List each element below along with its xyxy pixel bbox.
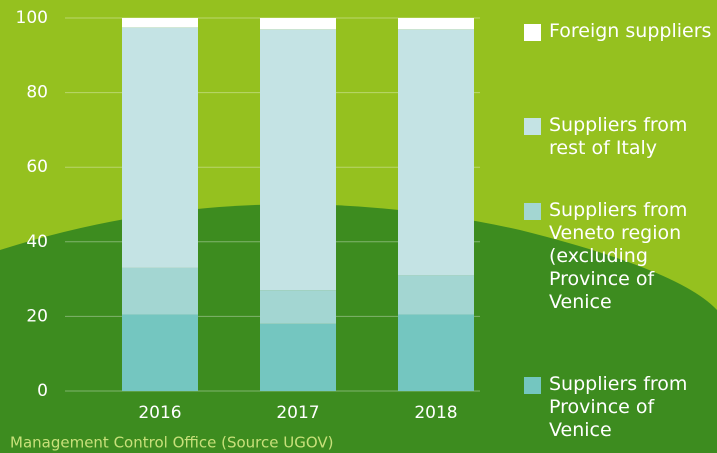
bar-segment xyxy=(122,27,198,268)
bar-segment xyxy=(260,290,336,324)
legend-label: Foreign suppliers xyxy=(549,20,712,42)
legend-swatch xyxy=(524,377,541,394)
bar-segment xyxy=(122,18,198,28)
y-tick-label: 80 xyxy=(26,83,48,103)
bar-segment xyxy=(122,314,198,391)
x-tick-label: 2016 xyxy=(138,403,181,423)
y-tick-label: 100 xyxy=(16,8,48,28)
caption: Management Control Office (Source UGOV) xyxy=(10,434,334,452)
legend-label: Suppliers from Province of Venice xyxy=(549,373,688,441)
legend-swatch xyxy=(524,203,541,220)
y-tick-label: 40 xyxy=(26,232,48,252)
legend-swatch xyxy=(524,118,541,135)
legend-swatch xyxy=(524,24,541,41)
legend-label: Suppliers from Veneto region (excluding … xyxy=(549,199,688,313)
legend-label: Suppliers from rest of Italy xyxy=(549,114,688,159)
bar-segment xyxy=(398,18,474,30)
bar-segment xyxy=(122,267,198,315)
y-tick-label: 20 xyxy=(26,306,48,326)
x-tick-label: 2017 xyxy=(276,403,319,423)
bar-segment xyxy=(260,29,336,291)
bar-segment xyxy=(398,314,474,391)
bar-segment xyxy=(260,323,336,391)
y-tick-label: 0 xyxy=(37,381,48,401)
bar-segment xyxy=(398,29,474,276)
bar-segment xyxy=(260,18,336,30)
bar-segment xyxy=(398,275,474,315)
y-tick-label: 60 xyxy=(26,157,48,177)
x-tick-label: 2018 xyxy=(414,403,457,423)
